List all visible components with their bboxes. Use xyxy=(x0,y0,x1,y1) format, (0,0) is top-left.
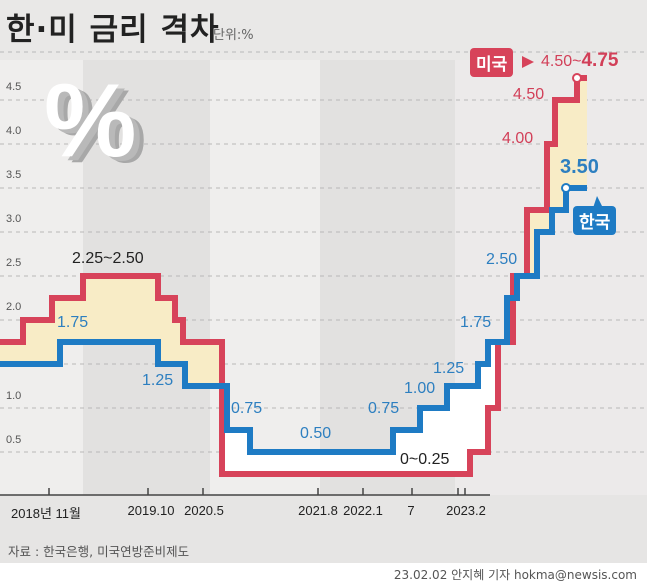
korea-latest-point xyxy=(561,183,571,193)
us-label: 4.50~4.75 xyxy=(541,50,619,71)
x-tick-label: 2020.5 xyxy=(184,503,224,518)
gap-fill xyxy=(470,386,478,452)
background-band xyxy=(0,60,83,495)
gap-fill xyxy=(420,408,447,474)
gap-fill xyxy=(175,320,183,364)
us-label: 0~0.25 xyxy=(400,451,450,468)
y-tick-2.0: 2.0 xyxy=(6,301,22,313)
y-tick-3.0: 3.0 xyxy=(6,213,22,225)
x-tick-label: 2018년 11월 xyxy=(11,506,81,521)
gap-fill xyxy=(185,342,222,386)
us-latest-point xyxy=(572,73,582,83)
y-tick-1.0: 1.0 xyxy=(6,390,22,402)
credit-line: 23.02.02 안지혜 기자 hokma@newsis.com xyxy=(393,568,637,582)
korea-rate-line xyxy=(0,185,587,455)
korea-badge-pointer xyxy=(593,196,603,208)
x-tick-label: 7 xyxy=(407,503,415,518)
x-tick-label: 2019.10 xyxy=(127,503,175,518)
y-tick-3.5: 3.5 xyxy=(6,169,22,181)
x-tick-label: 2023.2 xyxy=(446,503,486,518)
gap-fill xyxy=(447,386,470,474)
korea-label: 3.50 xyxy=(560,156,599,178)
y-tick-2.5: 2.5 xyxy=(6,257,22,269)
gap-fill xyxy=(158,298,175,364)
rate-chart xyxy=(0,51,647,563)
korea-label: 1.75 xyxy=(460,314,492,331)
source-note: 자료 : 한국은행, 미국연방준비제도 xyxy=(8,544,190,559)
gap-fill xyxy=(537,210,547,232)
x-tick-label: 2022.1 xyxy=(343,503,383,518)
y-tick-0.5: 0.5 xyxy=(6,434,22,446)
us-label: 4.50 xyxy=(513,86,545,103)
korea-badge: 한국 xyxy=(573,206,617,235)
percent-icon: % xyxy=(44,63,137,179)
gap-fill xyxy=(227,430,250,474)
us-badge-pointer xyxy=(522,56,534,68)
gap-fill xyxy=(552,144,555,210)
korea-label: 0.75 xyxy=(368,400,400,417)
gap-fill xyxy=(488,342,498,408)
gap-fill xyxy=(250,452,393,474)
gap-fill xyxy=(555,100,566,210)
korea-label: 1.00 xyxy=(404,380,436,397)
unit-label: 단위:% xyxy=(213,28,254,43)
x-tick-label: 2021.8 xyxy=(298,503,338,518)
korea-label: 1.25 xyxy=(142,372,174,389)
gap-fill xyxy=(566,100,577,188)
y-tick-4.0: 4.0 xyxy=(6,125,22,137)
us-label: 2.25~2.50 xyxy=(72,250,144,267)
gap-fill xyxy=(23,320,52,364)
us-rate-line xyxy=(0,75,587,477)
korea-label: 0.50 xyxy=(300,425,332,442)
us-badge: 미국 xyxy=(470,48,514,77)
korea-label: 1.75 xyxy=(57,314,89,331)
axis-area xyxy=(0,495,647,563)
gap-fill xyxy=(183,342,185,364)
gap-fill xyxy=(0,342,23,364)
korea-label: 1.25 xyxy=(433,360,465,377)
page-title: 한·미 금리 격차 xyxy=(6,12,220,48)
korea-label: 2.50 xyxy=(486,251,518,268)
korea-label: 0.75 xyxy=(231,400,263,417)
gap-fill xyxy=(83,276,158,342)
gap-fill xyxy=(478,364,488,452)
gap-fill xyxy=(393,430,420,474)
us-label: 4.00 xyxy=(502,130,534,147)
gap-fill xyxy=(527,210,537,276)
gap-fill xyxy=(577,78,587,188)
y-tick-4.5: 4.5 xyxy=(6,81,22,93)
gap-fill xyxy=(60,298,83,342)
gap-fill xyxy=(52,298,60,364)
